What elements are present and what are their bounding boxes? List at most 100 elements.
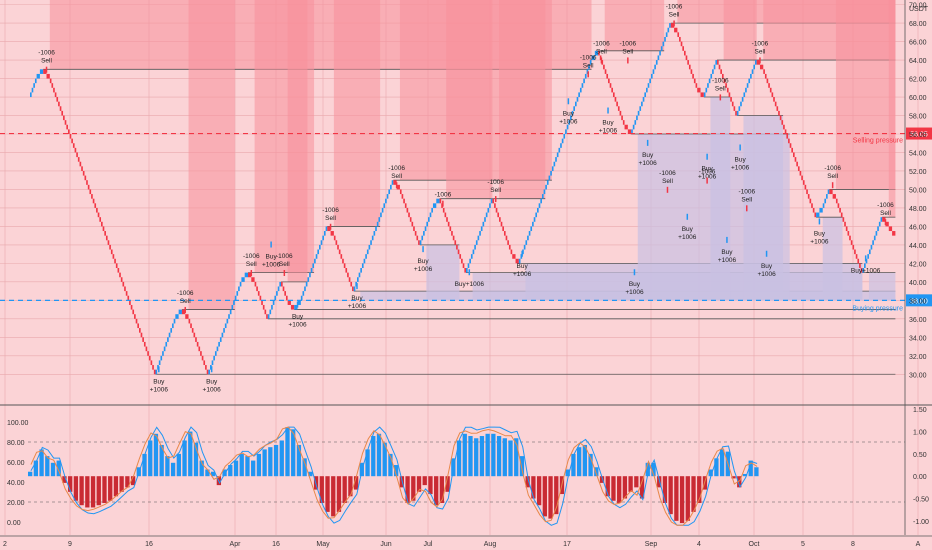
sell-signal-label: Sell — [755, 48, 766, 55]
down-brick — [603, 64, 605, 70]
down-brick — [262, 304, 265, 310]
oscillator-panel[interactable] — [0, 404, 932, 526]
histogram-bar-negative — [628, 476, 633, 492]
histogram-bar-positive — [291, 429, 296, 477]
up-brick — [712, 69, 714, 74]
down-brick — [338, 249, 341, 255]
up-brick — [822, 203, 825, 208]
renko-bricks[interactable] — [30, 23, 896, 375]
up-brick — [816, 212, 820, 218]
down-brick — [203, 360, 206, 366]
down-brick — [614, 97, 617, 102]
down-brick — [147, 351, 149, 356]
buy-signal-label: +1006 — [639, 160, 658, 167]
down-brick — [802, 180, 805, 185]
oscillator-right-tick: 1.50 — [913, 407, 927, 414]
histogram-bar-positive — [502, 438, 507, 477]
down-brick — [49, 78, 52, 84]
down-brick — [454, 240, 457, 245]
up-brick — [563, 134, 566, 139]
down-brick — [766, 78, 769, 84]
pressure-levels: Selling pressure 56.05 Buying pressure 38.0… — [0, 127, 932, 312]
time-tick-label: A — [916, 541, 921, 548]
histogram-bar-positive — [193, 442, 199, 477]
up-brick — [482, 221, 485, 227]
up-brick — [819, 207, 823, 213]
down-brick — [347, 272, 349, 278]
up-brick — [385, 198, 387, 204]
histogram-bar-positive — [39, 449, 44, 477]
down-brick — [882, 217, 886, 222]
histogram-bar-negative — [617, 476, 622, 503]
down-brick — [793, 152, 795, 158]
down-brick — [135, 318, 138, 324]
down-brick — [685, 55, 688, 61]
down-brick — [783, 124, 785, 130]
price-tag — [906, 127, 932, 140]
histogram-bar-positive — [742, 473, 748, 477]
down-brick — [56, 97, 59, 102]
buying-zone — [743, 115, 784, 301]
up-brick — [662, 41, 665, 47]
down-brick — [411, 221, 414, 227]
down-brick — [769, 87, 772, 93]
up-brick — [736, 110, 739, 116]
up-brick — [315, 254, 318, 259]
histogram-bar-negative — [411, 476, 416, 501]
sell-signal-label: Sell — [41, 58, 52, 65]
histogram-bar-negative — [102, 476, 107, 503]
up-brick — [487, 207, 490, 213]
down-brick — [196, 341, 199, 347]
sell-signal-label: -1006 — [177, 290, 194, 297]
up-brick — [366, 249, 369, 255]
down-brick — [79, 161, 82, 167]
histogram-bar-positive — [719, 449, 725, 477]
up-brick — [304, 286, 306, 292]
histogram-bar-negative — [611, 476, 616, 501]
down-brick — [409, 217, 412, 222]
down-brick — [342, 258, 344, 264]
down-brick — [845, 226, 848, 232]
selling-pressure-label: Selling pressure — [853, 138, 903, 145]
sell-signal-label: -1006 — [620, 40, 637, 47]
up-brick — [271, 304, 273, 310]
up-brick — [518, 258, 521, 264]
down-brick — [91, 194, 93, 199]
histogram-bar-negative — [599, 476, 605, 483]
up-brick — [436, 198, 440, 204]
time-tick-label: 9 — [68, 541, 72, 548]
up-brick — [649, 78, 651, 84]
up-brick — [305, 281, 308, 287]
up-brick — [353, 286, 356, 292]
up-brick — [748, 78, 751, 84]
up-brick — [868, 249, 871, 255]
down-brick — [142, 337, 144, 342]
up-brick — [475, 240, 478, 245]
down-brick — [456, 244, 458, 250]
up-brick — [239, 281, 242, 287]
down-brick — [86, 180, 88, 185]
down-brick — [617, 106, 620, 111]
down-brick — [248, 272, 252, 278]
up-brick — [753, 64, 756, 70]
up-brick — [178, 309, 182, 315]
down-brick — [728, 92, 731, 98]
price-tick-label: 64.00 — [909, 58, 927, 65]
time-tick-label: 8 — [851, 541, 855, 548]
histogram-bar-positive — [388, 453, 393, 477]
histogram-bar-negative — [113, 476, 119, 497]
down-brick — [327, 226, 331, 232]
histogram-bar-positive — [205, 469, 210, 477]
histogram-bar-positive — [496, 436, 502, 477]
down-brick — [789, 143, 792, 148]
down-brick — [413, 226, 415, 232]
up-brick — [386, 194, 389, 199]
down-brick — [266, 314, 268, 319]
buy-signal-label: Buy — [292, 314, 304, 321]
up-brick — [376, 221, 379, 227]
up-brick — [391, 180, 394, 185]
histogram-bar-negative — [674, 476, 679, 521]
histogram-bar-negative — [531, 476, 536, 499]
down-brick — [854, 249, 856, 255]
up-brick — [566, 124, 569, 130]
